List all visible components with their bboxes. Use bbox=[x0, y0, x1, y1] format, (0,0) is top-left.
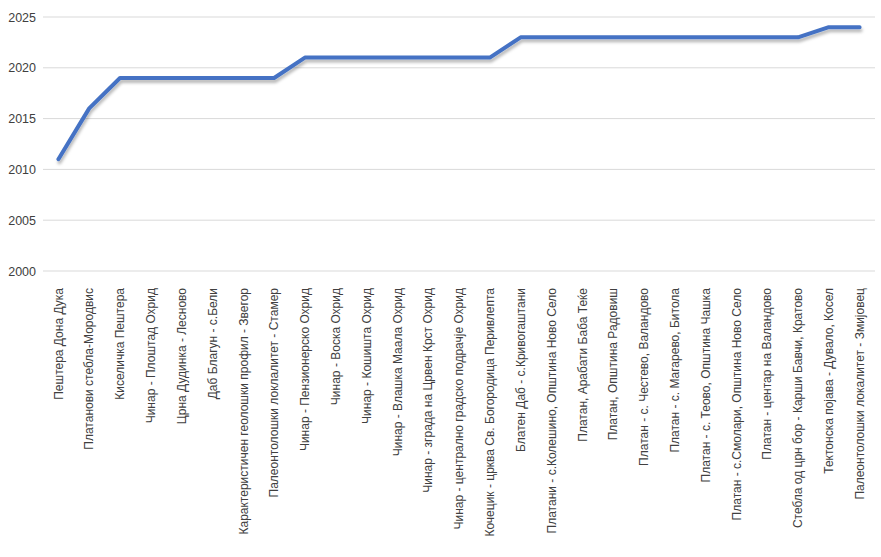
x-axis-label: Платан - с.Смолари, Општина Ново Село bbox=[730, 288, 744, 521]
y-axis-tick-label: 2025 bbox=[8, 11, 36, 25]
y-axis-tick-label: 2015 bbox=[8, 112, 36, 126]
x-axis-label: Чинар - Пензионерско Охрид bbox=[298, 288, 312, 451]
x-axis-label: Платани - с.Колешино, Општина Ново Село bbox=[545, 288, 559, 534]
x-axis-label: Палеонтолошки локалитет - Змијовец bbox=[853, 288, 867, 500]
line-chart: 2000 2005 2010 2015 2020 2025 Пештера Дона Дук… bbox=[0, 0, 881, 557]
x-axis-label: Чинар - Воска Охрид bbox=[329, 288, 343, 405]
x-axis-label: Даб Благун - с.Бели bbox=[206, 288, 220, 399]
x-axis-label: Платан - центар на Валандово bbox=[760, 288, 774, 460]
x-axis-label: Палеонтолошки локлалитет - Стамер bbox=[267, 288, 281, 498]
x-axis-label: Киселичка Пештера bbox=[113, 288, 127, 400]
x-axis-label: Тектонска појава - Дувало, Косел bbox=[822, 288, 836, 474]
x-axis-label: Кочецик - црква Св. Богородица Перивлепт… bbox=[483, 288, 497, 537]
x-axis-label: Чинар - Плоштад Охрид bbox=[144, 288, 158, 423]
x-axis-label: Стебла од црн бор - Карши Бавчи, Кратово bbox=[791, 288, 805, 528]
data-line-series bbox=[58, 27, 859, 159]
x-axis-label: Чинар - Влашка Маала Охрид bbox=[391, 288, 405, 456]
x-axis-label: Платан - с. Магарево, Битола bbox=[668, 288, 682, 453]
y-axis-tick-label: 2020 bbox=[8, 61, 36, 75]
x-axis-label: Платан - с. Теово, Општина Чашка bbox=[699, 288, 713, 483]
x-axis-label: Чинар - Кошишта Охрид bbox=[360, 288, 374, 424]
x-axis-label: Чинар - зграда на Црвен Крст Охрид bbox=[421, 288, 435, 493]
x-axis-label: Карактеристичен геолошки профил - Звегор bbox=[237, 288, 251, 535]
y-axis-tick-label: 2005 bbox=[8, 214, 36, 228]
y-axis-tick-label: 2010 bbox=[8, 163, 36, 177]
x-axis-label: Платан, Арабати Баба Теќе bbox=[576, 288, 590, 442]
chart-canvas: 2000 2005 2010 2015 2020 2025 Пештера Дона Дук… bbox=[0, 0, 881, 557]
x-axis-label: Платан, Општина Радовиш bbox=[606, 288, 620, 440]
x-axis-label: Црна Дудинка - Лесново bbox=[175, 288, 189, 424]
y-axis-tick-label: 2000 bbox=[8, 265, 36, 279]
x-axis-label: Пештера Дона Дука bbox=[52, 288, 66, 400]
x-axis-label: Блатен Даб - с.Кривогаштани bbox=[514, 288, 528, 452]
x-axis-label: Платанови стебла-Мородвис bbox=[82, 288, 96, 450]
x-axis-label: Чинар - централно градско подрачје Охрид bbox=[452, 288, 466, 529]
x-axis-label: Платан - с. Честево, Валандово bbox=[637, 288, 651, 466]
